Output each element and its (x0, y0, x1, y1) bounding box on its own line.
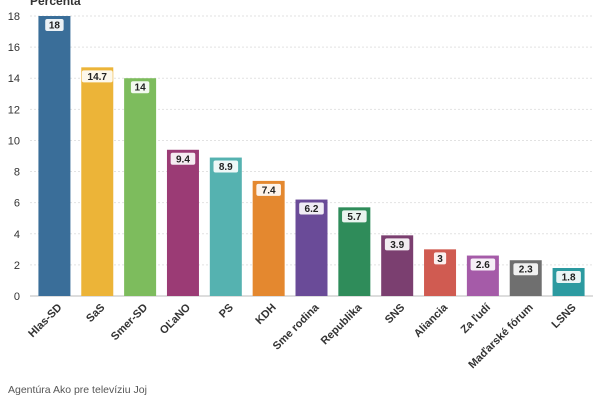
bar (38, 16, 71, 296)
y-tick-label: 0 (14, 291, 20, 303)
x-tick-label: Za ľudí (459, 301, 494, 336)
value-label: 3 (437, 254, 443, 265)
x-tick-label: SNS (383, 302, 407, 326)
value-label: 7.4 (262, 185, 276, 196)
value-label: 6.2 (305, 204, 319, 215)
x-tick-label: Sme rodina (271, 301, 322, 352)
value-label-box (299, 202, 324, 215)
y-tick-label: 16 (8, 42, 20, 54)
y-tick-label: 10 (8, 135, 20, 147)
y-tick-label: 18 (8, 11, 20, 23)
value-label: 2.3 (519, 265, 533, 276)
value-label: 5.7 (347, 212, 361, 223)
value-label: 8.9 (219, 162, 233, 173)
value-label: 9.4 (176, 154, 190, 165)
x-tick-label: LSNS (549, 302, 578, 331)
x-tick-label: Aliancia (412, 301, 451, 340)
value-label: 2.6 (476, 260, 490, 271)
y-tick-label: 8 (14, 167, 20, 179)
value-label-box (384, 238, 410, 251)
value-label-box (433, 252, 447, 265)
value-label-box (81, 70, 113, 83)
value-label: 14.7 (88, 72, 108, 83)
bar (209, 157, 242, 296)
bar (124, 78, 157, 296)
x-tick-label: SaS (84, 302, 107, 325)
x-tick-label: OĽaNO (158, 301, 194, 337)
x-tick-label: Republika (319, 301, 365, 347)
y-tick-label: 4 (14, 229, 20, 241)
bar (166, 149, 199, 296)
y-tick-label: 14 (8, 73, 20, 85)
value-label-box (513, 263, 539, 276)
bar (252, 180, 285, 296)
value-label-box (213, 160, 239, 173)
value-label: 1.8 (562, 273, 576, 284)
bar (81, 67, 114, 296)
value-label: 18 (49, 21, 61, 32)
y-tick-label: 2 (14, 260, 20, 272)
x-tick-label: Hlas-SD (26, 302, 64, 340)
bar (295, 199, 328, 296)
x-tick-label: PS (217, 302, 236, 321)
x-tick-label: KDH (253, 302, 278, 327)
source-note: Agentúra Ako pre televíziu Joj (8, 384, 147, 396)
value-label-box (256, 183, 281, 196)
x-tick-label: Smer-SD (109, 302, 150, 343)
value-label-box (45, 19, 64, 31)
value-label-box (170, 152, 196, 165)
y-axis-title: Percentá (30, 0, 81, 8)
value-label-box (556, 271, 581, 283)
value-label-box (470, 258, 496, 271)
y-tick-label: 12 (8, 104, 20, 116)
value-label: 3.9 (390, 240, 404, 251)
y-tick-label: 6 (14, 198, 20, 210)
value-label-box (342, 210, 367, 223)
value-label: 14 (135, 83, 147, 94)
value-label-box (130, 81, 150, 94)
